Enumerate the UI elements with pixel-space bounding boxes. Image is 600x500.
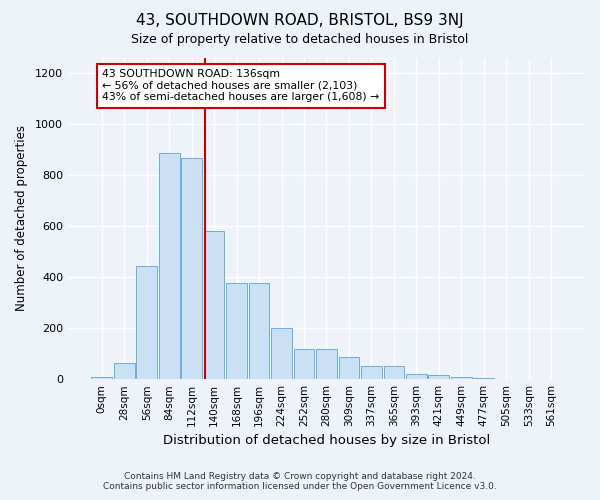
Bar	[451, 377, 472, 379]
Y-axis label: Number of detached properties: Number of detached properties	[15, 126, 28, 312]
X-axis label: Distribution of detached houses by size in Bristol: Distribution of detached houses by size …	[163, 434, 490, 448]
Bar	[406, 374, 427, 379]
Bar	[91, 377, 112, 379]
Bar	[383, 366, 404, 379]
Bar	[159, 153, 179, 379]
Bar	[361, 366, 382, 379]
Bar	[114, 362, 134, 379]
Bar	[226, 284, 247, 379]
Bar	[249, 284, 269, 379]
Text: 43 SOUTHDOWN ROAD: 136sqm
← 56% of detached houses are smaller (2,103)
43% of se: 43 SOUTHDOWN ROAD: 136sqm ← 56% of detac…	[102, 69, 379, 102]
Bar	[136, 266, 157, 379]
Bar	[293, 349, 314, 379]
Text: Contains HM Land Registry data © Crown copyright and database right 2024.
Contai: Contains HM Land Registry data © Crown c…	[103, 472, 497, 491]
Bar	[338, 356, 359, 379]
Bar	[204, 231, 224, 379]
Bar	[316, 349, 337, 379]
Text: Size of property relative to detached houses in Bristol: Size of property relative to detached ho…	[131, 32, 469, 46]
Bar	[181, 158, 202, 379]
Bar	[428, 376, 449, 379]
Bar	[271, 328, 292, 379]
Bar	[473, 378, 494, 379]
Text: 43, SOUTHDOWN ROAD, BRISTOL, BS9 3NJ: 43, SOUTHDOWN ROAD, BRISTOL, BS9 3NJ	[136, 12, 464, 28]
